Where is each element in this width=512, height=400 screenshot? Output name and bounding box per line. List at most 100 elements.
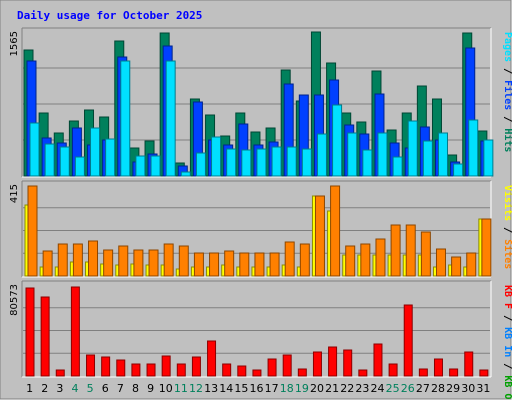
bar-kb-f <box>464 351 474 377</box>
bar-pages <box>271 146 282 177</box>
bar-sites <box>42 250 53 277</box>
bar-kb-f <box>146 363 156 377</box>
bar-sites <box>178 245 189 277</box>
bar-sites <box>57 243 68 277</box>
bar-kb-f <box>222 363 232 377</box>
bar-pages <box>150 155 161 177</box>
bar-sites <box>284 241 295 277</box>
bar-sites <box>239 252 250 277</box>
legend-separator: / <box>502 62 512 80</box>
legend-item: Files <box>502 80 512 110</box>
bar-sites <box>118 245 129 277</box>
bar-pages <box>286 146 297 177</box>
bar-kb-f <box>312 351 322 377</box>
bar-pages <box>468 119 479 177</box>
bar-kb-f <box>343 349 353 377</box>
day-label: 1 <box>26 382 33 395</box>
bar-pages <box>347 132 358 177</box>
chart-title: Daily usage for October 2025 <box>17 9 202 22</box>
bar-pages <box>135 155 146 177</box>
bar-sites <box>451 256 462 277</box>
legend-pages-files-hits: Pages / Files / Hits <box>502 32 512 152</box>
bar-pages <box>453 163 464 177</box>
bar-pages <box>90 127 101 177</box>
y-max-label: 1565 <box>9 31 20 56</box>
bar-kb-f <box>479 369 489 377</box>
day-label: 17 <box>265 382 279 395</box>
day-label: 30 <box>461 382 475 395</box>
bar-pages <box>377 132 388 177</box>
bar-kb-f <box>116 359 126 377</box>
y-max-label: 415 <box>9 184 20 203</box>
bar-pages <box>392 156 403 177</box>
bar-sites <box>405 224 416 277</box>
day-label: 26 <box>401 382 415 395</box>
bar-kb-f <box>161 355 171 377</box>
bar-sites <box>435 248 446 277</box>
day-labels: 1 2 3 4 5 6 7 8 9 10 11 12 13 14 15 16 17 18 19 20 21 22 23 24 2… <box>26 382 490 395</box>
bar-sites <box>27 185 38 277</box>
day-label: 12 <box>189 382 203 395</box>
bar-pages <box>437 132 448 177</box>
day-label: 15 <box>234 382 248 395</box>
bar-pages <box>59 146 70 177</box>
day-label: 21 <box>325 382 339 395</box>
bar-sites <box>481 218 492 277</box>
bar-pages <box>120 60 131 177</box>
bar-kb-f <box>207 340 217 377</box>
day-label: 13 <box>204 382 218 395</box>
bar-sites <box>193 252 204 277</box>
day-label: 29 <box>446 382 460 395</box>
day-label: 4 <box>71 382 78 395</box>
legend-item: Hits <box>502 128 512 152</box>
legend-item: Visits <box>502 185 512 221</box>
bar-pages <box>301 148 312 177</box>
bar-kb-f <box>433 358 443 377</box>
bar-kb-f <box>328 346 338 377</box>
bar-sites <box>269 252 280 277</box>
bar-pages <box>316 133 327 177</box>
bar-kb-f <box>267 358 277 377</box>
bar-kb-f <box>388 363 398 377</box>
bar-kb-f <box>101 356 111 377</box>
day-label: 14 <box>219 382 233 395</box>
day-label: 31 <box>476 382 490 395</box>
y-max-label: 80573 <box>9 284 20 316</box>
bar-sites <box>254 252 265 277</box>
legend-separator: / <box>502 110 512 128</box>
bar-sites <box>133 249 144 277</box>
legend-item: KB Out <box>502 375 512 400</box>
panel-visits-sites: 415 Visits / Sites <box>9 180 512 278</box>
bar-pages <box>74 156 85 177</box>
bar-sites <box>345 245 356 277</box>
legend-label: Visits / Sites <box>502 185 512 269</box>
day-label: 18 <box>280 382 294 395</box>
legend-separator: / <box>502 309 512 327</box>
bar-kb-f <box>55 369 65 377</box>
day-label: 7 <box>117 382 124 395</box>
panel-pages-files-hits: 1565 Pages / Files / Hits <box>9 27 512 178</box>
bar-pages <box>332 104 343 177</box>
day-label: 19 <box>295 382 309 395</box>
day-label: 24 <box>371 382 385 395</box>
bar-kb-f <box>40 296 50 377</box>
bar-kb-f <box>418 368 428 377</box>
day-label: 9 <box>147 382 154 395</box>
bar-kb-f <box>403 304 413 377</box>
legend-item: KB F <box>502 285 512 309</box>
bar-pages <box>165 60 176 177</box>
panel-kb: 80573 KB F / KB In / KB Out <box>9 280 512 400</box>
bar-pages <box>226 148 237 177</box>
day-label: 5 <box>87 382 94 395</box>
bar-pages <box>362 149 373 177</box>
bar-kb-f <box>373 343 383 377</box>
legend-item: Sites <box>502 239 512 269</box>
day-label: 22 <box>340 382 354 395</box>
day-label: 23 <box>355 382 369 395</box>
legend-kb: KB F / KB In / KB Out <box>502 285 512 400</box>
bar-pages <box>29 122 40 177</box>
bar-kb-f <box>282 354 292 377</box>
bar-pages <box>211 136 222 177</box>
bar-sites <box>375 238 386 277</box>
